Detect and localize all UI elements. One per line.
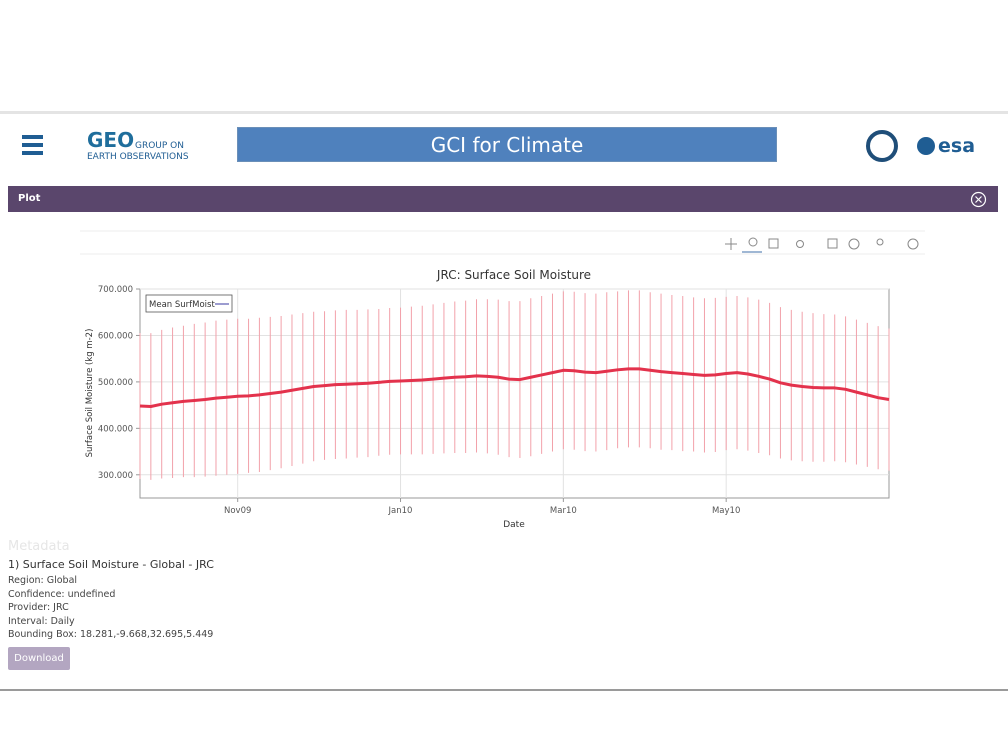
x-tick-label: May10: [712, 506, 740, 516]
x-tick-label: Nov09: [224, 506, 251, 516]
logo-text: GEO: [87, 128, 134, 152]
tool-reset[interactable]: [848, 238, 860, 250]
logo-caption: EARTH OBSERVATIONS: [87, 152, 189, 162]
y-tick-label: 700.000: [98, 285, 133, 295]
y-tick-label: 600.000: [98, 331, 133, 341]
panel-title: Plot: [8, 186, 998, 212]
legend-box: [145, 294, 233, 313]
download-button[interactable]: Download: [8, 647, 70, 670]
x-tick-label: Mar10: [550, 506, 577, 516]
chart-title: JRC: Surface Soil Moisture: [436, 268, 591, 282]
line-series: [139, 367, 890, 408]
logo-caption: GROUP ON: [135, 141, 184, 151]
divider: [0, 689, 1008, 691]
x-axis-label: Date: [503, 520, 525, 530]
tool-hover[interactable]: [876, 238, 884, 246]
legend-label: Mean SurfMoist: [149, 300, 215, 310]
close-button[interactable]: [970, 191, 987, 208]
partner-icon: [866, 130, 898, 162]
divider: [0, 111, 1008, 114]
metadata-item: Provider: JRC: [8, 602, 69, 613]
app-title: GCI for Climate: [237, 127, 777, 162]
metadata-item: Bounding Box: 18.281,-9.668,32.695,5.449: [8, 629, 214, 640]
tool-help[interactable]: [907, 238, 919, 250]
tool-save[interactable]: [827, 238, 838, 249]
header: GEO GROUP ON EARTH OBSERVATIONS esa: [22, 128, 975, 162]
tool-select[interactable]: [796, 240, 804, 248]
tool-pan[interactable]: [725, 238, 737, 250]
y-tick-label: 400.000: [98, 424, 133, 434]
partner-icon: [917, 137, 935, 155]
legend: Mean SurfMoist: [145, 294, 233, 313]
y-axis-label: Surface Soil Moisture (kg m-2): [85, 329, 95, 458]
y-tick-label: 500.000: [98, 378, 133, 388]
dataset-title: 1) Surface Soil Moisture - Global - JRC: [8, 558, 214, 571]
y-tick-label: 300.000: [98, 471, 133, 481]
tool-box[interactable]: [768, 238, 779, 249]
chart: JRC: Surface Soil Moisture Date Surface …: [80, 230, 925, 530]
tool-zoom[interactable]: [748, 237, 758, 247]
plot-area: [139, 288, 890, 499]
metadata-heading: Metadata: [8, 539, 70, 554]
menu-icon[interactable]: [22, 135, 43, 155]
metadata-item: Interval: Daily: [8, 615, 75, 627]
partner-logo: esa: [938, 135, 975, 157]
metadata-item: Confidence: undefined: [8, 588, 116, 600]
metadata: Metadata 1) Surface Soil Moisture - Glob…: [8, 538, 214, 642]
x-tick-label: Jan10: [388, 506, 413, 516]
metadata-item: Region: Global: [8, 575, 78, 586]
toolbar: [725, 237, 919, 250]
